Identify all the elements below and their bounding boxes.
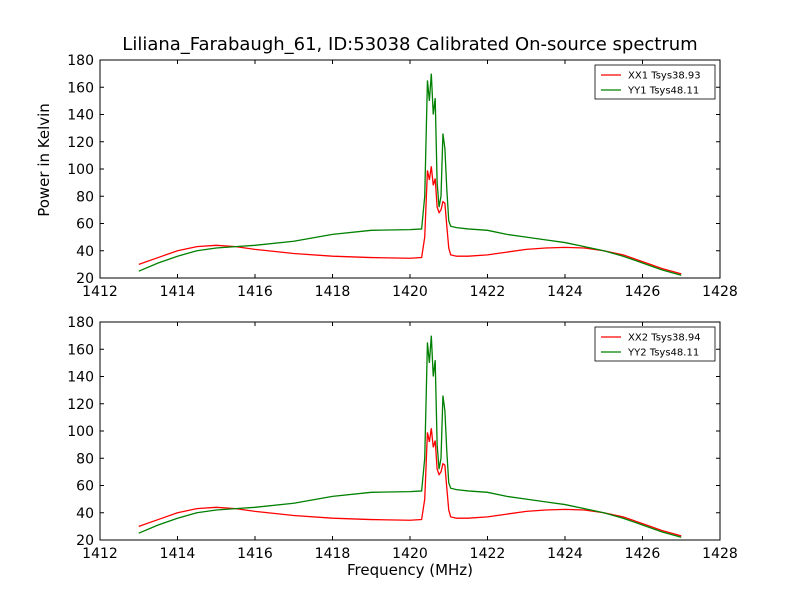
y-tick-label: 80 (76, 189, 94, 205)
x-tick-label: 1426 (625, 284, 661, 300)
x-tick-label: 1412 (82, 546, 118, 562)
x-tick-label: 1416 (237, 284, 273, 300)
x-tick-label: 1426 (625, 546, 661, 562)
series-line-2-1 (138, 428, 682, 537)
y-tick-label: 140 (67, 370, 94, 386)
x-tick-label: 1418 (315, 546, 351, 562)
x-tick-label: 1428 (702, 546, 738, 562)
x-tick-label: 1422 (470, 546, 506, 562)
y-tick-label: 40 (76, 244, 94, 260)
series-line-1-2 (138, 73, 682, 276)
subplot-1: 1412 1414 1416 1418 1420 1422 1424 1426 1428 20 40… (67, 53, 738, 300)
legend-box (594, 64, 716, 100)
x-tick-label: 1420 (392, 546, 428, 562)
y-tick-label: 120 (67, 397, 94, 413)
series-line-2-2 (138, 335, 682, 538)
x-tick-label: 1422 (470, 284, 506, 300)
y-tick-label: 40 (76, 506, 94, 522)
x-axis-label: Frequency (MHz) (346, 561, 474, 579)
x-tick-label: 1424 (547, 546, 583, 562)
chart-title: Liliana_Farabaugh_61, ID:53038 Calibrate… (122, 34, 698, 55)
x-tick-label: 1412 (82, 284, 118, 300)
x-tick-label: 1420 (392, 284, 428, 300)
y-tick-label: 80 (76, 451, 94, 467)
x-tick-label: 1414 (160, 284, 196, 300)
y-tick-label: 160 (67, 342, 94, 358)
x-tick-label: 1428 (702, 284, 738, 300)
y-tick-label: 20 (76, 533, 94, 549)
legend-label: YY1 Tsys48.11 (627, 86, 699, 97)
subplot-2: 1412 1414 1416 1418 1420 1422 1424 1426 1428 20 40… (67, 315, 738, 562)
x-tick-label: 1414 (160, 546, 196, 562)
y-tick-label: 180 (67, 53, 94, 69)
legend-label: YY2 Tsys48.11 (627, 348, 699, 359)
y-tick-label: 100 (67, 162, 94, 178)
y-tick-label: 60 (76, 479, 94, 495)
y-tick-label: 20 (76, 271, 94, 287)
x-tick-label: 1424 (547, 284, 583, 300)
x-tick-label: 1418 (315, 284, 351, 300)
legend-label: XX1 Tsys38.93 (628, 71, 701, 82)
y-tick-label: 160 (67, 80, 94, 96)
y-tick-label: 60 (76, 217, 94, 233)
y-tick-label: 180 (67, 315, 94, 331)
y-tick-label: 100 (67, 424, 94, 440)
legend-label: XX2 Tsys38.94 (628, 333, 701, 344)
legend-box (594, 326, 716, 362)
series-line-1-1 (138, 166, 682, 275)
x-tick-label: 1416 (237, 546, 273, 562)
y-tick-label: 140 (67, 108, 94, 124)
y-tick-label: 120 (67, 135, 94, 151)
